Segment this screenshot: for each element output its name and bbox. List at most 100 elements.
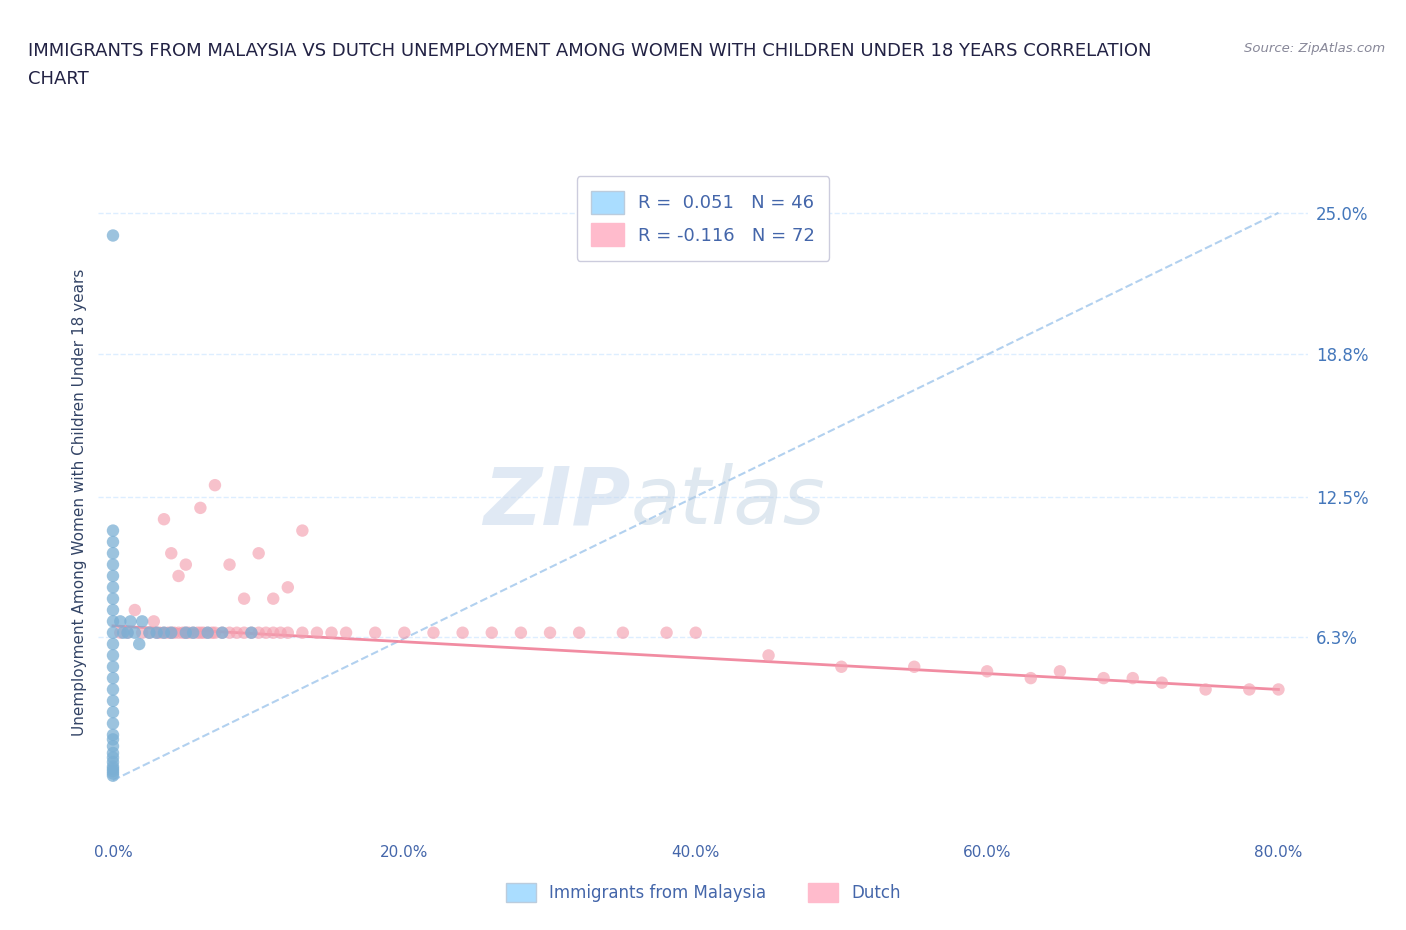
Point <box>101 535 124 550</box>
Point <box>193 625 215 640</box>
Point <box>101 682 124 697</box>
Point <box>101 716 124 731</box>
Point <box>145 625 167 640</box>
Point <box>101 546 124 561</box>
Point <box>101 614 124 629</box>
Point <box>101 568 124 583</box>
Point <box>101 754 124 769</box>
Point <box>364 625 387 640</box>
Point <box>101 648 124 663</box>
Point <box>128 637 150 652</box>
Point <box>101 228 124 243</box>
Point <box>172 625 194 640</box>
Point <box>177 625 200 640</box>
Point <box>145 625 167 640</box>
Point <box>1150 675 1173 690</box>
Point <box>758 648 780 663</box>
Point <box>157 625 180 640</box>
Point <box>1194 682 1216 697</box>
Point <box>101 694 124 709</box>
Point <box>233 625 256 640</box>
Point <box>262 591 284 606</box>
Point <box>197 625 219 640</box>
Point <box>101 762 124 777</box>
Point <box>903 659 925 674</box>
Point <box>153 512 176 526</box>
Point <box>568 625 591 640</box>
Point <box>509 625 531 640</box>
Point <box>101 766 124 781</box>
Point <box>291 524 314 538</box>
Point <box>233 591 256 606</box>
Point <box>1239 682 1261 697</box>
Point <box>101 759 124 774</box>
Point <box>153 625 176 640</box>
Point <box>174 557 197 572</box>
Point <box>181 625 204 640</box>
Point <box>117 625 139 640</box>
Point <box>181 625 204 640</box>
Point <box>142 614 165 629</box>
Point <box>262 625 284 640</box>
Point <box>101 738 124 753</box>
Text: ZIP: ZIP <box>484 463 630 541</box>
Point <box>110 625 132 640</box>
Point <box>254 625 277 640</box>
Point <box>612 625 634 640</box>
Point <box>120 614 142 629</box>
Text: Source: ZipAtlas.com: Source: ZipAtlas.com <box>1244 42 1385 55</box>
Point <box>117 625 139 640</box>
Point <box>163 625 186 640</box>
Point <box>451 625 474 640</box>
Point <box>101 603 124 618</box>
Point <box>211 625 233 640</box>
Point <box>101 524 124 538</box>
Point <box>655 625 678 640</box>
Point <box>277 580 299 595</box>
Point <box>830 659 852 674</box>
Point <box>101 671 124 685</box>
Point <box>211 625 233 640</box>
Point <box>131 614 153 629</box>
Point <box>186 625 208 640</box>
Point <box>124 603 146 618</box>
Point <box>101 746 124 761</box>
Text: atlas: atlas <box>630 463 825 541</box>
Point <box>1049 664 1071 679</box>
Point <box>204 625 226 640</box>
Point <box>247 546 270 561</box>
Point <box>101 557 124 572</box>
Point <box>149 625 172 640</box>
Point <box>101 659 124 674</box>
Point <box>112 625 135 640</box>
Point <box>240 625 263 640</box>
Point <box>101 637 124 652</box>
Point <box>321 625 343 640</box>
Point <box>160 625 183 640</box>
Point <box>270 625 292 640</box>
Point <box>305 625 328 640</box>
Point <box>190 500 212 515</box>
Point <box>685 625 707 640</box>
Point <box>1019 671 1042 685</box>
Point <box>101 580 124 595</box>
Point <box>138 625 160 640</box>
Point <box>110 614 132 629</box>
Point <box>277 625 299 640</box>
Point <box>1092 671 1115 685</box>
Point <box>240 625 263 640</box>
Point <box>247 625 270 640</box>
Point <box>190 625 212 640</box>
Point <box>101 625 124 640</box>
Point <box>204 478 226 493</box>
Point <box>291 625 314 640</box>
Point <box>160 625 183 640</box>
Point <box>225 625 247 640</box>
Legend: Immigrants from Malaysia, Dutch: Immigrants from Malaysia, Dutch <box>499 876 907 909</box>
Point <box>101 732 124 747</box>
Point <box>422 625 444 640</box>
Point <box>160 546 183 561</box>
Point <box>174 625 197 640</box>
Point <box>174 625 197 640</box>
Point <box>153 625 176 640</box>
